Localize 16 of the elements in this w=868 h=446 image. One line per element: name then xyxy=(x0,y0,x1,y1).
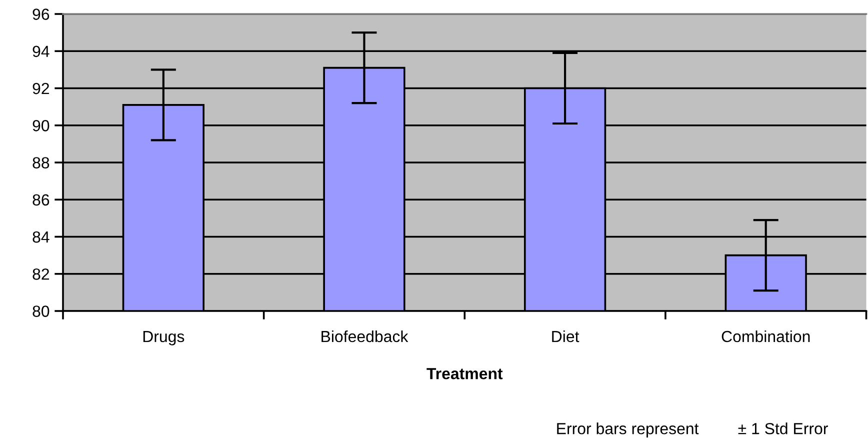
x-axis-title: Treatment xyxy=(426,368,503,380)
x-tick-label: Diet xyxy=(552,330,580,342)
x-tick-label: Drugs xyxy=(143,331,184,346)
y-tick-label: 90 xyxy=(32,120,50,132)
y-tick-label: 82 xyxy=(32,268,50,280)
text: ± 1 Std Error xyxy=(738,422,828,434)
y-tick-label: 88 xyxy=(32,157,50,168)
y-tick-label: 94 xyxy=(32,46,50,58)
y-tick-label: 96 xyxy=(32,8,50,20)
y-tick-label: 86 xyxy=(32,194,50,206)
x-tick-label: Biofeedback xyxy=(322,330,408,342)
y-tick-label: 92 xyxy=(32,82,50,94)
y-tick-label: 84 xyxy=(32,231,50,243)
y-tick-label: 80 xyxy=(32,306,50,317)
x-tick-label: Combination xyxy=(722,330,810,342)
text: Error bars represent xyxy=(557,422,699,438)
